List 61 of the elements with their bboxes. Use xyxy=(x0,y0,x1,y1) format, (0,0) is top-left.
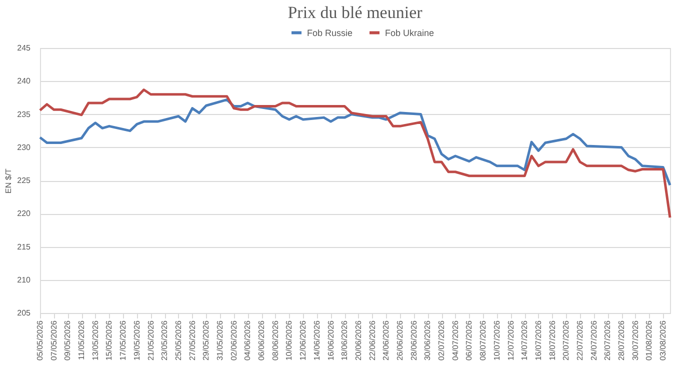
x-tick-label: 13/05/2026 xyxy=(90,320,100,361)
x-tick-label: 25/05/2026 xyxy=(174,320,183,361)
x-tick-label: 20/07/2026 xyxy=(562,320,571,361)
x-tick-label: 18/06/2026 xyxy=(340,320,350,361)
x-tick-label: 17/05/2026 xyxy=(118,320,128,361)
x-tick-label: 20/06/2026 xyxy=(354,320,363,361)
x-tick-label: 16/06/2026 xyxy=(326,320,336,361)
x-tick-label: 06/07/2026 xyxy=(464,320,474,361)
x-tick-label: 09/05/2026 xyxy=(63,320,72,361)
x-tick-label: 24/06/2026 xyxy=(382,320,391,361)
x-tick-label: 10/06/2026 xyxy=(284,320,294,361)
x-tick-label: 22/07/2026 xyxy=(576,320,584,361)
x-tick-label: 08/06/2026 xyxy=(270,320,280,361)
x-tick-label: 23/05/2026 xyxy=(160,320,170,361)
x-tick-label: 06/06/2026 xyxy=(257,320,266,361)
line-series xyxy=(38,98,672,186)
x-tick-label: 02/07/2026 xyxy=(437,320,446,361)
x-tick-label: 29/05/2026 xyxy=(202,320,211,361)
x-tick-label: 26/07/2026 xyxy=(603,320,612,361)
x-tick-label: 14/07/2026 xyxy=(520,320,530,361)
x-tick-label: 24/07/2026 xyxy=(589,320,598,361)
y-tick-label: 215 xyxy=(17,242,32,252)
y-tick-label: 220 xyxy=(17,209,32,218)
x-tick-label: 16/07/2026 xyxy=(534,320,543,361)
x-tick-label: 28/07/2026 xyxy=(617,320,626,361)
x-tick-label: 04/07/2026 xyxy=(450,320,460,361)
x-tick-label: 30/07/2026 xyxy=(630,320,640,361)
x-tick-label: 10/07/2026 xyxy=(492,320,502,361)
x-tick-label: 19/05/2026 xyxy=(132,320,142,361)
x-tick-label: 05/05/2026 xyxy=(36,320,44,361)
x-tick-label: 01/08/2026 xyxy=(644,320,654,361)
chart-title: Prix du blé meunier xyxy=(288,3,423,22)
y-tick-label: 205 xyxy=(17,308,32,318)
y-tick-label: 210 xyxy=(17,275,32,284)
x-tick-label: 28/06/2026 xyxy=(409,320,418,361)
x-tick-label: 26/06/2026 xyxy=(396,320,404,361)
x-tick-label: 18/07/2026 xyxy=(548,320,557,361)
x-tick-label: 14/06/2026 xyxy=(312,320,322,361)
x-tick-label: 12/06/2026 xyxy=(298,320,308,361)
x-tick-label: 22/06/2026 xyxy=(368,320,377,361)
y-tick-label: 225 xyxy=(17,176,32,185)
x-tick-label: 03/08/2026 xyxy=(658,320,668,361)
x-tick-label: 11/05/2026 xyxy=(77,320,86,360)
line-series xyxy=(38,88,672,219)
x-tick-label: 30/06/2026 xyxy=(423,320,432,361)
x-tick-label: 12/07/2026 xyxy=(506,320,516,361)
x-tick-label: 08/07/2026 xyxy=(478,320,488,361)
y-tick-label: 245 xyxy=(17,44,32,52)
x-tick-label: 02/06/2026 xyxy=(229,320,238,361)
x-tick-label: 07/05/2026 xyxy=(49,320,58,361)
y-tick-label: 240 xyxy=(17,76,32,86)
x-tick-label: 15/05/2026 xyxy=(104,320,114,361)
y-axis-title: EN $/T xyxy=(4,168,14,194)
legend-label: Fob Russie xyxy=(307,28,353,38)
x-tick-label: 04/06/2026 xyxy=(243,320,252,361)
x-tick-label: 27/05/2026 xyxy=(188,320,197,361)
x-tick-label: 21/05/2026 xyxy=(146,320,156,361)
x-tick-label: 31/05/2026 xyxy=(216,320,224,361)
legend-label: Fob Ukraine xyxy=(385,28,434,38)
y-tick-label: 230 xyxy=(17,142,32,152)
y-tick-label: 235 xyxy=(17,110,32,119)
